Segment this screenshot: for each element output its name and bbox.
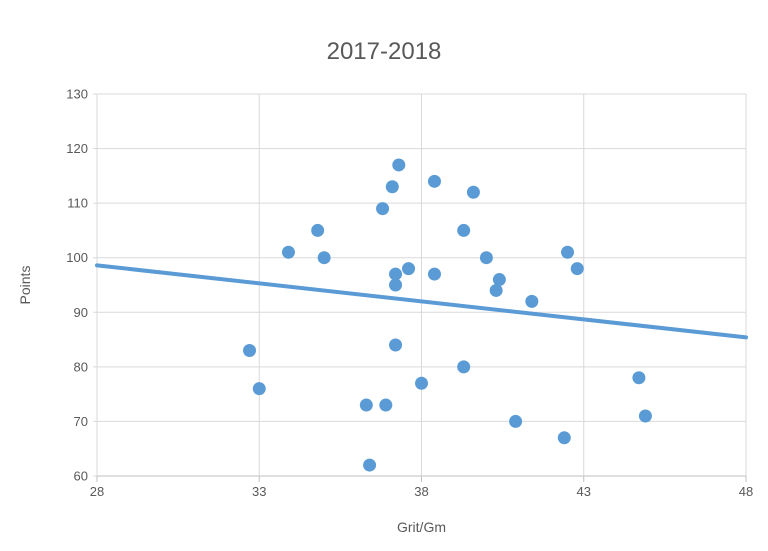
data-point — [492, 273, 506, 287]
data-point — [311, 223, 325, 237]
data-point — [525, 294, 539, 308]
data-point — [281, 245, 295, 259]
data-point — [427, 267, 441, 281]
y-tick-label: 60 — [74, 469, 88, 484]
x-tick-label: 43 — [577, 484, 591, 499]
chart-title: 2017-2018 — [326, 38, 442, 65]
data-point — [466, 185, 480, 199]
data-point — [509, 414, 523, 428]
x-tick-label: 33 — [252, 484, 266, 499]
data-point — [638, 409, 652, 423]
y-tick-label: 80 — [74, 359, 88, 374]
data-point — [632, 371, 646, 385]
x-tick-label: 28 — [90, 484, 104, 499]
data-point — [363, 458, 377, 472]
y-tick-label: 110 — [67, 196, 88, 211]
y-axis-title: Points — [17, 265, 33, 305]
x-tick-label: 38 — [414, 484, 428, 499]
x-axis-title: Grit/Gm — [397, 519, 446, 535]
data-point — [570, 262, 584, 276]
y-tick-label: 130 — [66, 87, 88, 102]
data-point — [359, 398, 373, 412]
y-tick-label: 100 — [66, 250, 88, 265]
data-point — [376, 202, 390, 216]
data-point — [243, 343, 257, 357]
data-point — [489, 283, 503, 297]
data-point — [415, 376, 428, 390]
data-point — [317, 251, 331, 265]
data-point — [561, 245, 575, 259]
data-point — [457, 223, 471, 237]
data-point — [379, 398, 393, 412]
data-point — [392, 158, 406, 172]
data-point — [479, 251, 493, 265]
data-point — [557, 431, 571, 445]
y-tick-label: 90 — [74, 305, 88, 320]
data-point — [457, 360, 471, 374]
y-tick-label: 70 — [74, 414, 88, 429]
x-tick-label: 48 — [739, 484, 753, 499]
data-point — [252, 382, 266, 396]
data-point — [389, 267, 403, 281]
data-point — [402, 262, 416, 276]
data-point — [427, 174, 441, 188]
data-point — [389, 278, 403, 292]
trendline — [95, 263, 748, 340]
data-point — [385, 180, 399, 194]
y-tick-label: 120 — [66, 141, 88, 156]
data-point — [389, 338, 403, 352]
